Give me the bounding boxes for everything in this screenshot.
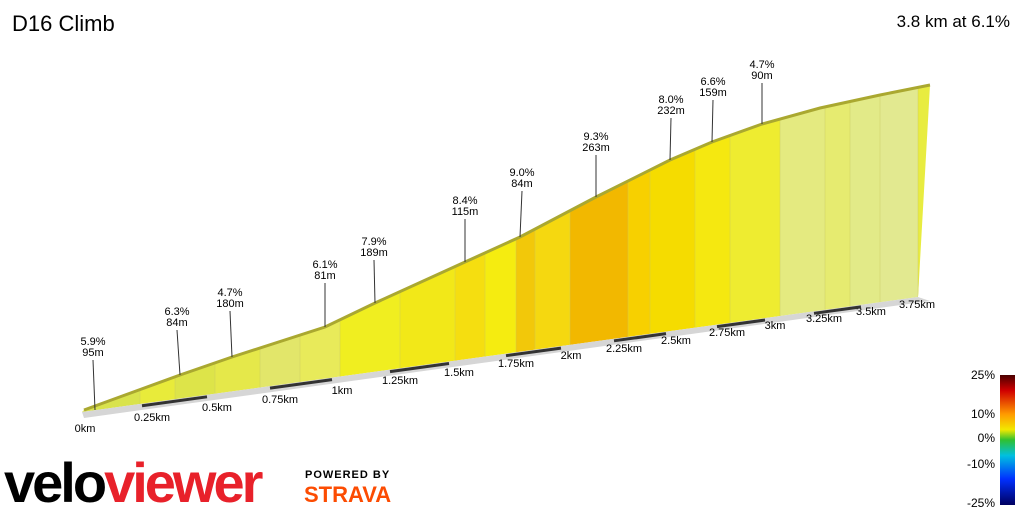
distance-segment	[505, 346, 562, 358]
distance-label: 2.75km	[709, 327, 745, 339]
distance-label: 1.25km	[382, 375, 418, 387]
annotation-line	[229, 310, 233, 358]
distance-segment	[613, 332, 667, 343]
annotation-length: 95m	[82, 347, 103, 359]
strip	[299, 85, 341, 412]
annotations: 5.9%95m6.3%84m4.7%180m6.1%81m7.9%189m8.4…	[80, 59, 775, 411]
legend-label: 0%	[978, 431, 996, 445]
distance-label: 0.25km	[134, 412, 170, 424]
legend-label: 25%	[971, 368, 995, 382]
annotation-line	[669, 117, 672, 161]
strip	[569, 85, 629, 412]
annotation-length: 180m	[216, 298, 244, 310]
strip	[849, 85, 881, 412]
annotation-grade: 9.3%	[583, 131, 608, 143]
legend: 25% 10% 0% -10% -25%	[967, 368, 995, 510]
annotation-line	[519, 190, 523, 238]
annotation-length: 84m	[166, 317, 187, 329]
annotation-length: 263m	[582, 142, 610, 154]
strip	[534, 85, 571, 412]
strip	[627, 85, 651, 412]
annotation-grade: 4.7%	[217, 287, 242, 299]
annotation-grade: 6.3%	[164, 306, 189, 318]
strip	[259, 85, 301, 412]
distance-label: 1km	[332, 385, 353, 397]
legend-bar	[1000, 375, 1015, 505]
annotation-grade: 4.7%	[749, 59, 774, 71]
annotation-grade: 5.9%	[80, 336, 105, 348]
ridge	[83, 83, 931, 412]
annotation-grade: 7.9%	[361, 236, 386, 248]
annotation-length: 232m	[657, 105, 685, 117]
distance-label: 2km	[561, 350, 582, 362]
annotation-grade: 8.4%	[452, 195, 477, 207]
distance-label: 2.5km	[661, 335, 691, 347]
annotation-length: 189m	[360, 247, 388, 259]
summary: 3.8 km at 6.1%	[897, 12, 1010, 31]
annotation-line	[176, 329, 181, 376]
distance-segment	[813, 305, 862, 315]
strip	[879, 85, 919, 412]
distance-label: 0.75km	[262, 394, 298, 406]
distance-label: 2.25km	[606, 343, 642, 355]
legend-label: 10%	[971, 407, 995, 421]
distance-segment	[141, 395, 208, 408]
strip	[824, 85, 851, 412]
powered-by: POWERED BY	[305, 469, 390, 481]
brand-part1: velo	[4, 451, 106, 512]
distance-segment	[389, 362, 450, 374]
partner: STRAVA	[304, 482, 391, 507]
annotation-line	[373, 259, 376, 304]
annotation-grade: 6.6%	[700, 76, 725, 88]
distance-axis: 0km 0.25km 0.5km 0.75km 1km 1.25km 1.5km 1.75km…	[75, 299, 935, 435]
distance-segment	[716, 318, 766, 329]
strip	[214, 85, 261, 412]
distance-label: 3.5km	[856, 306, 886, 318]
distance-label: 1.75km	[498, 358, 534, 370]
annotation-length: 81m	[314, 270, 335, 282]
annotation-length: 90m	[751, 70, 772, 82]
title: D16 Climb	[12, 11, 115, 36]
legend-label: -25%	[967, 496, 995, 510]
distance-segment	[269, 378, 333, 390]
annotation-length: 84m	[511, 178, 532, 190]
strip	[729, 85, 781, 412]
annotation-line	[711, 99, 714, 143]
brand-part2: viewer	[104, 451, 263, 512]
annotation-grade: 8.0%	[658, 94, 683, 106]
legend-label: -10%	[967, 457, 995, 471]
distance-label: 3km	[765, 320, 786, 332]
annotation-grade: 9.0%	[509, 167, 534, 179]
distance-label: 1.5km	[444, 367, 474, 379]
strip	[139, 85, 176, 412]
annotation-length: 159m	[699, 87, 727, 99]
annotation-length: 115m	[452, 206, 479, 218]
distance-label: 3.25km	[806, 313, 842, 325]
distance-label: 0.5km	[202, 402, 232, 414]
strip	[82, 85, 141, 412]
distance-label: 0km	[75, 423, 96, 435]
annotation-grade: 6.1%	[312, 259, 337, 271]
strip	[917, 85, 930, 412]
annotation-line	[92, 359, 96, 411]
brand: veloviewer	[4, 451, 263, 512]
distance-label: 3.75km	[899, 299, 935, 311]
